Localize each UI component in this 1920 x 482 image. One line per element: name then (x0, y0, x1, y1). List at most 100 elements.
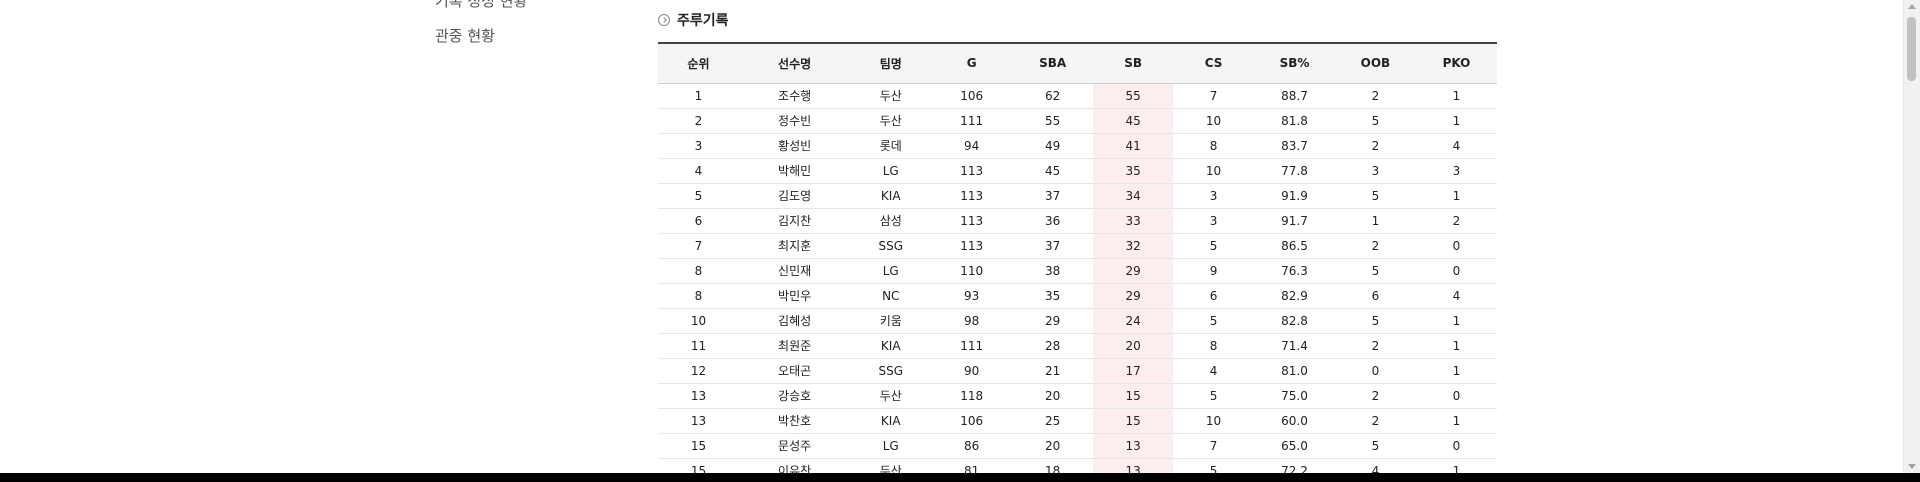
table-cell: 93 (931, 283, 1013, 309)
column-header-9[interactable]: PKO (1415, 43, 1497, 84)
table-cell: 8 (1173, 133, 1255, 159)
table-cell: 10 (1173, 108, 1255, 134)
table-cell: 2 (1334, 233, 1416, 259)
table-cell: 7 (1173, 83, 1255, 109)
table-cell: 7 (658, 233, 739, 259)
table-row: 12 오태곤 SSG 90 21 17 4 81.0 0 1 (658, 358, 1497, 384)
table-cell: 55 (1093, 83, 1174, 109)
table-cell: 15 (1093, 383, 1174, 409)
stats-table-wrapper: 순위 선수명 팀명 G SBA SB CS SB% OOB PKO 1 조수행 두산 106 62 55 7 8… (658, 42, 1497, 482)
table-cell[interactable]: 문성주 (738, 433, 851, 459)
table-cell[interactable]: 신민재 (738, 258, 851, 284)
table-cell: 1 (658, 83, 739, 109)
table-cell: 20 (1093, 333, 1174, 359)
sidebar-item-record-correction[interactable]: 기록 정정 현황 (435, 0, 528, 10)
table-cell[interactable]: 김혜성 (738, 308, 851, 334)
table-cell: 롯데 (850, 133, 932, 159)
table-cell[interactable]: 최원준 (738, 333, 851, 359)
table-cell: 7 (1173, 433, 1255, 459)
table-cell[interactable]: 박해민 (738, 158, 851, 184)
table-cell: 2 (658, 108, 739, 134)
column-header-2[interactable]: 팀명 (850, 43, 932, 84)
table-cell: 4 (1415, 283, 1497, 309)
table-cell[interactable]: 최지훈 (738, 233, 851, 259)
column-header-1[interactable]: 선수명 (738, 43, 851, 84)
table-cell: 2 (1334, 83, 1416, 109)
table-cell: 24 (1093, 308, 1174, 334)
table-cell: 2 (1415, 208, 1497, 234)
table-body: 1 조수행 두산 106 62 55 7 88.7 2 1 2 정수빈 두산 111 55 45 10 81.8 5… (658, 83, 1497, 482)
table-row: 6 김지찬 삼성 113 36 33 3 91.7 1 2 (658, 208, 1497, 234)
table-row: 8 박민우 NC 93 35 29 6 82.9 6 4 (658, 283, 1497, 309)
table-cell[interactable]: 오태곤 (738, 358, 851, 384)
table-cell: 35 (1093, 158, 1174, 184)
table-cell: 13 (658, 383, 739, 409)
table-cell: 1 (1334, 208, 1416, 234)
column-header-3[interactable]: G (931, 43, 1013, 84)
table-cell: 2 (1334, 133, 1416, 159)
taskbar-edge (0, 473, 1920, 482)
scroll-down-arrow-icon[interactable] (1908, 464, 1916, 469)
table-cell: 1 (1415, 83, 1497, 109)
table-cell: 76.3 (1254, 258, 1335, 284)
table-cell: 34 (1093, 183, 1174, 209)
table-cell: SSG (850, 233, 932, 259)
table-cell: 86.5 (1254, 233, 1335, 259)
table-row: 13 강승호 두산 118 20 15 5 75.0 2 0 (658, 383, 1497, 409)
table-cell: 71.4 (1254, 333, 1335, 359)
table-row: 11 최원준 KIA 111 28 20 8 71.4 2 1 (658, 333, 1497, 359)
table-cell: 3 (658, 133, 739, 159)
table-cell: 5 (1334, 108, 1416, 134)
table-cell: 106 (931, 408, 1013, 434)
table-cell: 29 (1012, 308, 1094, 334)
table-cell: 8 (658, 283, 739, 309)
table-cell: 3 (1415, 158, 1497, 184)
table-cell: 2 (1334, 333, 1416, 359)
table-cell[interactable]: 김지찬 (738, 208, 851, 234)
column-header-0[interactable]: 순위 (658, 43, 739, 84)
column-header-4[interactable]: SBA (1012, 43, 1094, 84)
table-cell: 83.7 (1254, 133, 1335, 159)
table-cell: 60.0 (1254, 408, 1335, 434)
table-cell[interactable]: 황성빈 (738, 133, 851, 159)
table-cell: 13 (1093, 433, 1174, 459)
table-cell: 3 (1173, 208, 1255, 234)
column-header-7[interactable]: SB% (1254, 43, 1335, 84)
scroll-thumb[interactable] (1907, 17, 1916, 81)
table-cell: 37 (1012, 233, 1094, 259)
table-cell: LG (850, 158, 932, 184)
column-header-5[interactable]: SB (1093, 43, 1174, 84)
vertical-scrollbar[interactable] (1903, 0, 1920, 473)
table-row: 4 박해민 LG 113 45 35 10 77.8 3 3 (658, 158, 1497, 184)
table-cell: 0 (1334, 358, 1416, 384)
table-cell[interactable]: 박민우 (738, 283, 851, 309)
table-cell: 1 (1415, 183, 1497, 209)
table-cell[interactable]: 정수빈 (738, 108, 851, 134)
table-cell: 8 (658, 258, 739, 284)
table-cell: 두산 (850, 383, 932, 409)
table-cell: 111 (931, 333, 1013, 359)
table-cell: 49 (1012, 133, 1094, 159)
table-cell: 75.0 (1254, 383, 1335, 409)
table-cell: 2 (1334, 408, 1416, 434)
table-cell: 113 (931, 233, 1013, 259)
column-header-8[interactable]: OOB (1334, 43, 1416, 84)
table-cell: 90 (931, 358, 1013, 384)
table-cell: 32 (1093, 233, 1174, 259)
table-cell: 8 (1173, 333, 1255, 359)
table-cell[interactable]: 강승호 (738, 383, 851, 409)
table-cell: 5 (1173, 308, 1255, 334)
table-cell: 6 (1173, 283, 1255, 309)
table-cell[interactable]: 조수행 (738, 83, 851, 109)
sidebar-item-attendance[interactable]: 관중 현황 (435, 27, 495, 45)
table-cell: 0 (1415, 233, 1497, 259)
table-row: 5 김도영 KIA 113 37 34 3 91.9 5 1 (658, 183, 1497, 209)
scroll-up-arrow-icon[interactable] (1908, 4, 1916, 9)
table-cell: 41 (1093, 133, 1174, 159)
table-cell: 0 (1415, 383, 1497, 409)
table-cell: 9 (1173, 258, 1255, 284)
table-cell[interactable]: 박찬호 (738, 408, 851, 434)
column-header-6[interactable]: CS (1173, 43, 1255, 84)
table-cell[interactable]: 김도영 (738, 183, 851, 209)
